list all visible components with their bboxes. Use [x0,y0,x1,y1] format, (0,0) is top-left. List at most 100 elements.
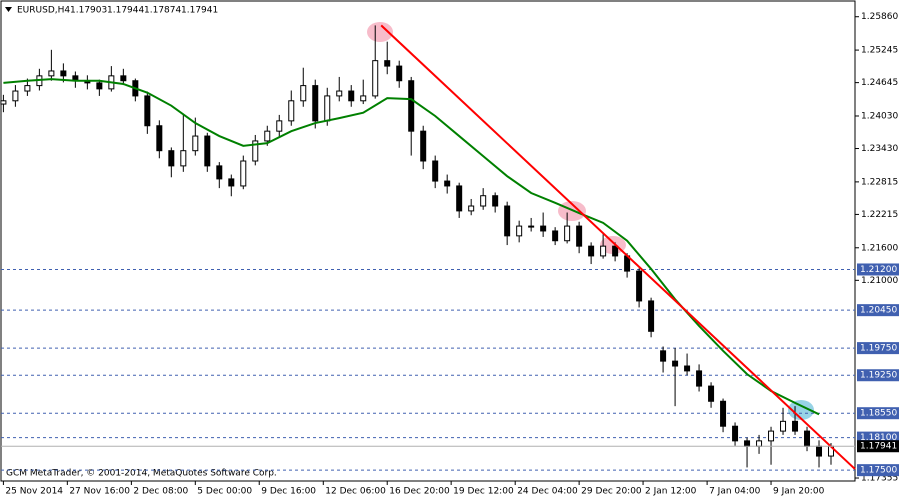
candle-body [288,100,295,122]
candle-body [672,360,679,367]
candle-body [264,130,271,142]
y-tick-label: 1.21600 [861,243,898,253]
y-tick-label: 1.25860 [861,12,898,22]
candle-body [456,185,463,212]
candle-body [540,225,547,232]
x-tick-label: 5 Dec 00:00 [197,487,252,497]
candle-body [156,125,163,152]
candle-body [528,225,535,228]
candle-body [348,90,355,102]
candle-body [684,365,691,372]
candle-body [816,445,823,457]
y-tick-label: 1.24030 [861,111,898,121]
candle-body [612,245,619,257]
x-tick-label: 25 Nov 2014 [5,487,63,497]
header-value: 1.17941 [181,6,218,16]
y-tick-label: 1.17355 [861,474,898,484]
candle-body [240,160,247,187]
candle-body [720,400,727,427]
current-price-box [857,440,899,453]
candle-body [636,270,643,302]
candle-body [180,150,187,167]
y-tick-label: 1.25245 [861,46,898,56]
candle-body [708,385,715,402]
y-tick-label: 1.24645 [861,78,898,88]
x-tick-label: 9 Jan 20:00 [773,487,825,497]
candle-body [768,430,775,442]
candle-body [312,85,319,122]
candle-body [792,420,799,432]
candle-body [744,440,751,447]
candle-body [504,205,511,237]
candle-body [60,70,67,77]
candle-body [0,100,7,105]
candle-body [324,95,331,122]
candle-body [696,370,703,387]
header-value: 1.17944 [107,6,144,16]
candle-body [756,440,763,447]
y-tick-label: 1.23430 [861,144,898,154]
candle-body [360,95,367,102]
candle-body [432,160,439,182]
candle-body [492,195,499,207]
candle-body [576,225,583,247]
candle-body [336,90,343,97]
candle-body [732,425,739,442]
x-tick-label: 12 Dec 06:00 [325,487,386,497]
candle-body [408,80,415,132]
highlight [788,400,814,420]
header-value: 1.17903 [70,6,107,16]
candle-body [468,205,475,212]
candle-body [24,85,31,92]
candle-body [564,225,571,242]
y-tick-label: 1.22215 [861,210,898,220]
price-label-box [857,342,899,355]
candle-body [192,135,199,152]
candle-body [588,245,595,257]
candle-body [300,85,307,102]
x-tick-label: 27 Nov 16:00 [69,487,130,497]
symbol-marker [5,7,12,12]
y-tick-label: 1.21000 [861,276,898,286]
x-tick-label: 16 Dec 20:00 [389,487,450,497]
candle-body [216,165,223,180]
price-label-box [857,304,899,317]
x-tick-label: 2 Dec 08:00 [133,487,188,497]
candle-body [252,140,259,162]
candle-body [660,350,667,362]
x-tick-label: 29 Dec 20:00 [581,487,642,497]
candle-body [396,65,403,82]
price-label-box [857,263,899,276]
candle-body [804,430,811,447]
candle-body [228,178,235,187]
candle-body [480,195,487,207]
candle-body [420,130,427,162]
candle-body [444,180,451,187]
x-tick-label: 9 Dec 16:00 [261,487,316,497]
price-label: 1.18550 [860,409,897,419]
candle-body [276,120,283,132]
price-label: 1.21200 [860,265,897,275]
watermark: GCM MetaTrader, © 2001-2014, MetaQuotes … [6,469,277,479]
candle-body [600,245,607,257]
price-label-box [857,464,899,477]
candle-body [552,230,559,242]
price-label-box [857,369,899,382]
plot-frame [0,0,856,482]
x-tick-label: 7 Jan 04:00 [709,487,761,497]
current-price-label: 1.17941 [860,442,897,452]
candle-body [204,135,211,167]
price-label-box [857,407,899,420]
price-label: 1.17500 [860,466,897,476]
y-tick-label: 1.22815 [861,177,898,187]
candle-body [384,60,391,67]
candle-body [48,70,55,77]
candle-body [516,225,523,237]
candle-body [372,60,379,97]
price-label: 1.19750 [860,344,897,354]
candle-body [120,75,127,82]
price-label: 1.18100 [860,433,897,443]
symbol: EURUSD,H4 [17,6,70,16]
trend-line [380,24,856,470]
